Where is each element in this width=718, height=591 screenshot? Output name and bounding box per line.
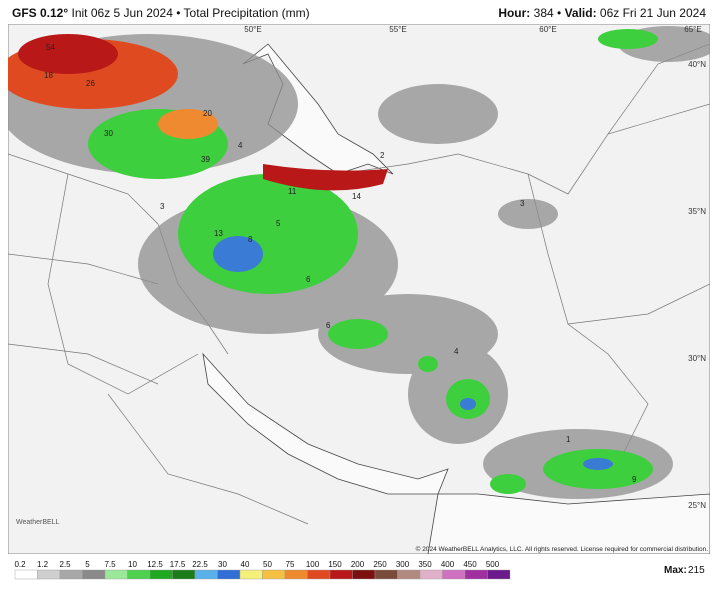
max-value: 215 (688, 565, 705, 576)
map-number: 26 (86, 79, 95, 88)
legend-label: 50 (263, 560, 272, 569)
legend-label: 40 (241, 560, 250, 569)
hour-label: Hour: (498, 6, 531, 20)
legend-swatch (307, 569, 331, 580)
legend-label: 1.2 (37, 560, 49, 569)
legend-swatch (262, 569, 286, 580)
map-number: 8 (248, 235, 253, 244)
precip-red (8, 34, 388, 191)
map-number: 9 (632, 475, 637, 484)
legend-swatch (172, 569, 196, 580)
legend-swatch (239, 569, 263, 580)
map-number: 39 (201, 155, 210, 164)
lon-label: 60°E (539, 25, 556, 34)
legend-swatch (352, 569, 376, 580)
legend-swatch (442, 569, 466, 580)
legend-swatch (284, 569, 308, 580)
legend-swatch (487, 569, 511, 580)
legend-group: 0.2 1.2 2.5 5 7.5 10 12.5 17.5 22.5 30 40 50 75 100 15… (14, 560, 705, 580)
legend-label: 0.2 (14, 560, 26, 569)
legend-label: 500 (486, 560, 500, 569)
legend-swatch (127, 569, 151, 580)
map-number: 14 (352, 192, 361, 201)
legend-label: 2.5 (59, 560, 71, 569)
map-number: 6 (326, 321, 331, 330)
legend-label: 350 (418, 560, 432, 569)
legend-label: 30 (218, 560, 227, 569)
legend-label: 200 (351, 560, 365, 569)
legend-label: 17.5 (170, 560, 186, 569)
legend: 0.2 1.2 2.5 5 7.5 10 12.5 17.5 22.5 30 40 50 75 100 15… (14, 560, 705, 580)
map-number: 18 (44, 71, 53, 80)
map-number: 3 (160, 202, 165, 211)
lat-label: 40°N (688, 60, 706, 69)
legend-label: 5 (85, 560, 90, 569)
legend-swatch (149, 569, 173, 580)
legend-swatch (82, 569, 106, 580)
lon-label: 65°E (684, 25, 701, 34)
legend-swatch (59, 569, 83, 580)
legend-label: 7.5 (104, 560, 116, 569)
lat-label: 35°N (688, 207, 706, 216)
map-number: 54 (46, 43, 55, 52)
map-number: 20 (203, 109, 212, 118)
map-number: 1 (566, 435, 571, 444)
title: GFS 0.12° Init 06z 5 Jun 2024 • Total Pr… (12, 6, 310, 20)
legend-swatch (329, 569, 353, 580)
map-number: 4 (238, 141, 243, 150)
legend-label: 150 (328, 560, 342, 569)
header: GFS 0.12° Init 06z 5 Jun 2024 • Total Pr… (8, 6, 710, 22)
legend-swatch (104, 569, 128, 580)
legend-label: 10 (128, 560, 137, 569)
legend-swatch (194, 569, 218, 580)
valid-time: Hour: 384 • Valid: 06z Fri 21 Jun 2024 (498, 6, 706, 20)
legend-swatch (14, 569, 38, 580)
max-label: Max: (664, 565, 687, 576)
map-number: 13 (214, 229, 223, 238)
legend-label: 450 (463, 560, 477, 569)
lat-label: 25°N (688, 501, 706, 510)
map-number: 11 (288, 187, 297, 196)
map-number: 3 (520, 199, 525, 208)
legend-label: 250 (373, 560, 387, 569)
valid-label: Valid: (564, 6, 597, 20)
map-number: 5 (276, 219, 281, 228)
lon-label: 50°E (244, 25, 261, 34)
init: Init 06z 5 Jun 2024 • Total Precipitatio… (71, 6, 310, 20)
map-number: 30 (104, 129, 113, 138)
valid: 06z Fri 21 Jun 2024 (599, 6, 706, 20)
map-number: 2 (380, 151, 385, 160)
legend-label: 22.5 (192, 560, 208, 569)
map-labels: 50°E 55°E 60°E 65°E40°N35°N30°N25°N54182630… (16, 25, 708, 553)
map-number: 4 (454, 347, 459, 356)
legend-swatch (374, 569, 398, 580)
legend-swatch (37, 569, 61, 580)
legend-label: 75 (286, 560, 295, 569)
legend-label: 100 (306, 560, 320, 569)
map-number: 6 (306, 275, 311, 284)
legend-label: 400 (441, 560, 455, 569)
precip-blue (213, 236, 613, 470)
legend-swatch (419, 569, 443, 580)
legend-swatch (464, 569, 488, 580)
legend-swatch (397, 569, 421, 580)
legend-label: 12.5 (147, 560, 163, 569)
logo: WeatherBELL (16, 519, 60, 526)
map: 50°E 55°E 60°E 65°E40°N35°N30°N25°N54182630… (8, 24, 710, 554)
model: GFS 0.12° (12, 6, 69, 20)
legend-label: 300 (396, 560, 410, 569)
lon-label: 55°E (389, 25, 406, 34)
lat-label: 30°N (688, 354, 706, 363)
copyright: © 2024 WeatherBELL Analytics, LLC. All r… (416, 545, 709, 553)
legend-swatch (217, 569, 241, 580)
hour: 384 • (533, 6, 562, 20)
